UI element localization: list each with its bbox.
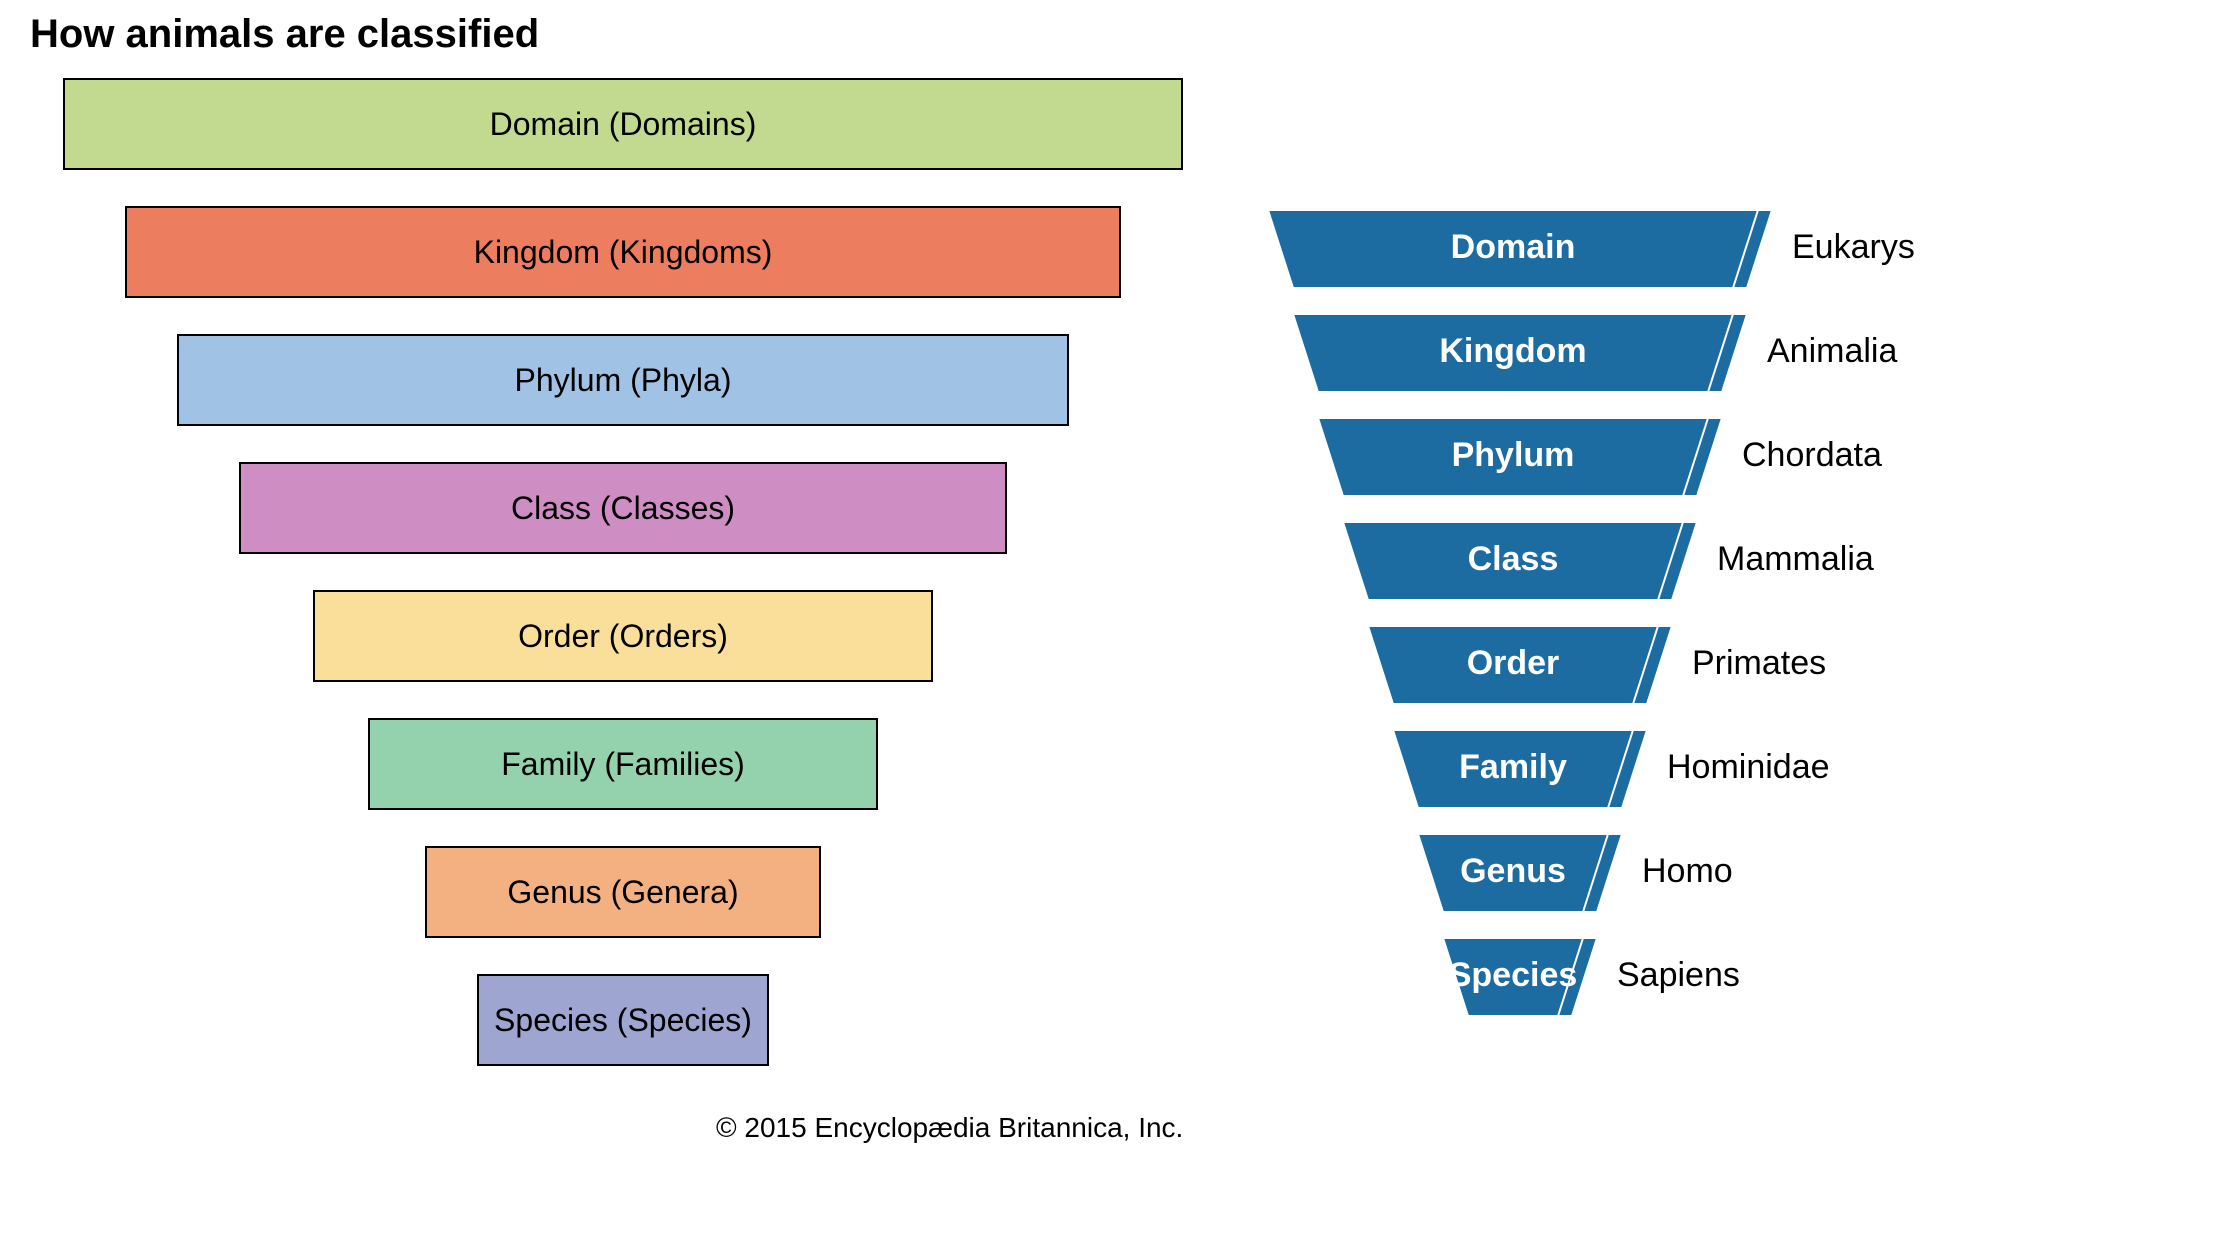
funnel-example-label: Sapiens <box>1617 956 1740 995</box>
pyramid-bar: Order (Orders) <box>313 590 933 682</box>
funnel-example-label: Hominidae <box>1667 748 1830 787</box>
pyramid-bar-label: Species (Species) <box>494 1002 752 1039</box>
funnel-example-label: Chordata <box>1742 436 1882 475</box>
funnel-rank-text: Genus <box>1460 852 1566 890</box>
pyramid-bar: Genus (Genera) <box>425 846 821 938</box>
funnel-rank-text: Order <box>1467 644 1560 682</box>
funnel-example-label: Homo <box>1642 852 1733 891</box>
pyramid-bar-label: Class (Classes) <box>511 490 735 527</box>
funnel-rank-text: Species <box>1449 956 1578 994</box>
funnel-rank-text: Class <box>1468 540 1559 578</box>
pyramid-bar-label: Phylum (Phyla) <box>515 362 732 399</box>
funnel-example-label: Eukarys <box>1792 228 1915 267</box>
funnel-rank-text: Phylum <box>1452 436 1575 474</box>
pyramid-bar: Kingdom (Kingdoms) <box>125 206 1121 298</box>
diagram-title: How animals are classified <box>30 12 539 57</box>
pyramid-bar-label: Domain (Domains) <box>490 106 757 143</box>
pyramid-bar-label: Family (Families) <box>501 746 745 783</box>
funnel-example-label: Primates <box>1692 644 1826 683</box>
pyramid-bar: Class (Classes) <box>239 462 1007 554</box>
pyramid-bar: Species (Species) <box>477 974 769 1066</box>
pyramid-bar: Family (Families) <box>368 718 878 810</box>
pyramid-bar-label: Order (Orders) <box>518 618 728 655</box>
funnel-rank-text: Family <box>1459 748 1567 786</box>
right-funnel: Domain Kingdom Phylum Class Order Family Genus… <box>1268 210 1828 1070</box>
credit-line: © 2015 Encyclopædia Britannica, Inc. <box>716 1112 1183 1144</box>
pyramid-bar-label: Genus (Genera) <box>507 874 738 911</box>
funnel-example-label: Animalia <box>1767 332 1897 371</box>
pyramid-bar: Domain (Domains) <box>63 78 1183 170</box>
diagram-canvas: How animals are classified Domain (Domai… <box>0 0 2240 1260</box>
funnel-rank-text: Kingdom <box>1439 332 1586 370</box>
pyramid-bar: Phylum (Phyla) <box>177 334 1069 426</box>
funnel-example-label: Mammalia <box>1717 540 1874 579</box>
funnel-rank-text: Domain <box>1451 228 1576 266</box>
pyramid-bar-label: Kingdom (Kingdoms) <box>474 234 773 271</box>
